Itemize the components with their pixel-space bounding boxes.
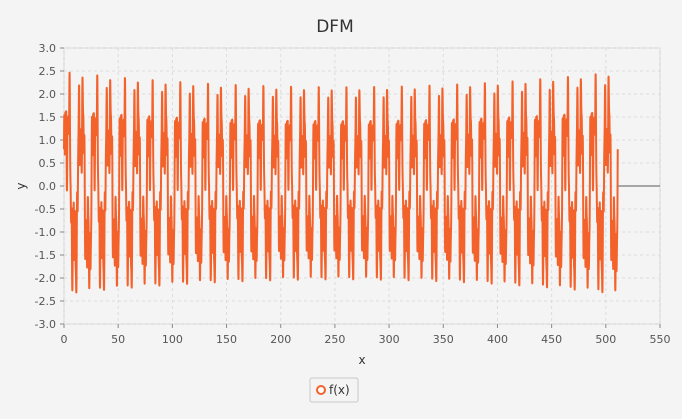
y-tick-label: 0.5 bbox=[39, 157, 57, 170]
y-tick-label: 1.0 bbox=[39, 134, 57, 147]
y-axis-ticks: -3.0 -2.5 -2.0 -1.5 -1.0 -0.5 0.0 0.5 1.0 1.5 2.0 2… bbox=[35, 42, 64, 331]
x-tick-label: 100 bbox=[162, 333, 183, 346]
x-tick-label: 300 bbox=[379, 333, 400, 346]
legend-box bbox=[309, 377, 359, 403]
y-tick-label: 2.5 bbox=[39, 65, 57, 78]
series-layer bbox=[63, 71, 660, 294]
chart-title: DFM bbox=[316, 17, 354, 37]
x-tick-label: 50 bbox=[111, 333, 125, 346]
y-tick-label: -2.5 bbox=[35, 295, 56, 308]
legend: f(x) bbox=[309, 377, 359, 403]
y-tick-label: -1.5 bbox=[35, 249, 56, 262]
x-tick-label: 200 bbox=[270, 333, 291, 346]
series-line-fx bbox=[63, 71, 619, 294]
x-tick-label: 250 bbox=[324, 333, 345, 346]
y-tick-label: 3.0 bbox=[39, 42, 57, 55]
x-axis-label: x bbox=[358, 353, 365, 367]
x-tick-label: 400 bbox=[487, 333, 508, 346]
y-tick-label: 2.0 bbox=[39, 88, 57, 101]
x-tick-label: 450 bbox=[541, 333, 562, 346]
x-axis-ticks: 0 50 100 150 200 250 300 350 400 450 500 550 bbox=[61, 324, 671, 346]
x-tick-label: 150 bbox=[216, 333, 237, 346]
y-axis-label: y bbox=[14, 182, 28, 189]
x-tick-label: 350 bbox=[433, 333, 454, 346]
legend-marker-icon bbox=[316, 385, 326, 395]
y-tick-label: -3.0 bbox=[35, 318, 56, 331]
y-tick-label: -2.0 bbox=[35, 272, 56, 285]
y-tick-label: -1.0 bbox=[35, 226, 56, 239]
grid-lines bbox=[63, 47, 661, 325]
x-tick-label: 0 bbox=[61, 333, 68, 346]
x-tick-label: 550 bbox=[650, 333, 671, 346]
y-tick-label: 1.5 bbox=[39, 111, 57, 124]
x-tick-label: 500 bbox=[595, 333, 616, 346]
y-tick-label: 0.0 bbox=[39, 180, 57, 193]
legend-label-fx: f(x) bbox=[329, 383, 350, 397]
y-tick-label: -0.5 bbox=[35, 203, 56, 216]
